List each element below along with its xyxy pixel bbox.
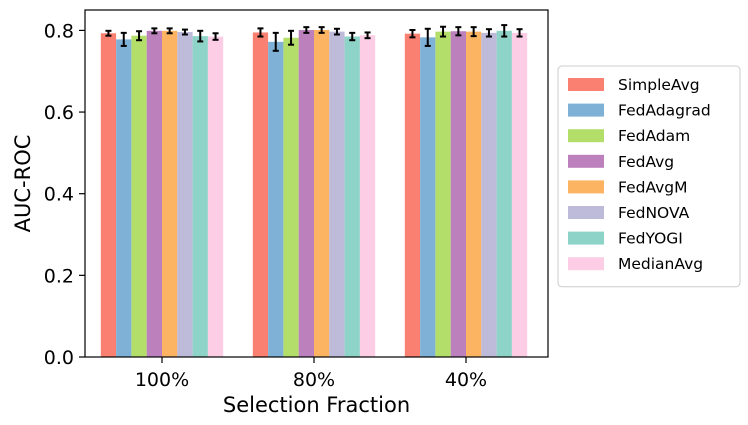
legend: SimpleAvg FedAdagrad FedAdam FedAvg FedAvgM F… bbox=[557, 65, 741, 288]
legend-label-fedadagrad: FedAdagrad bbox=[618, 102, 711, 120]
bar-fednova-2 bbox=[329, 31, 345, 357]
x-tick-label: 40% bbox=[445, 369, 487, 391]
legend-swatch-fedavg bbox=[568, 154, 604, 168]
bar-fedadagrad-2 bbox=[268, 41, 284, 358]
legend-label-fedyogi: FedYOGI bbox=[618, 230, 683, 248]
y-axis-label: AUC-ROC bbox=[11, 135, 35, 233]
bar-fednova-3 bbox=[481, 32, 497, 357]
x-tick-label: 80% bbox=[293, 369, 335, 391]
bar-fedyogi-3 bbox=[496, 30, 512, 357]
bar-medianavg-2 bbox=[359, 35, 376, 358]
legend-swatch-fednova bbox=[568, 206, 604, 219]
y-tick-label: 0.8 bbox=[44, 20, 74, 42]
bar-fedavg-1 bbox=[146, 30, 162, 357]
y-tick-label: 0.0 bbox=[44, 347, 74, 369]
legend-label-fednova: FedNOVA bbox=[618, 204, 690, 222]
bar-simpleavg-1 bbox=[100, 33, 117, 358]
bar-fedadam-1 bbox=[131, 35, 147, 358]
bar-simpleavg-2 bbox=[252, 32, 269, 357]
x-tick-label: 100% bbox=[135, 369, 189, 391]
bar-fedadagrad-1 bbox=[116, 39, 132, 357]
x-axis-label: Selection Fraction bbox=[223, 393, 410, 417]
bar-fednova-1 bbox=[177, 32, 193, 357]
legend-swatch-fedadagrad bbox=[568, 103, 604, 117]
bar-simpleavg-3 bbox=[404, 33, 421, 358]
y-tick-label: 0.4 bbox=[44, 184, 74, 206]
legend-swatch-fedadam bbox=[568, 129, 604, 143]
plot-frame bbox=[84, 9, 549, 358]
y-tick-label: 0.2 bbox=[44, 265, 74, 287]
legend-swatch-simpleavg bbox=[568, 78, 604, 91]
y-tick-label: 0.6 bbox=[44, 102, 74, 124]
legend-swatch-fedavgm bbox=[568, 180, 604, 194]
bar-fedadam-2 bbox=[283, 37, 299, 357]
bar-fedavg-3 bbox=[450, 31, 466, 357]
legend-label-fedavgm: FedAvgM bbox=[618, 178, 688, 196]
legend-frame bbox=[557, 65, 741, 288]
legend-swatch-fedyogi bbox=[568, 231, 604, 245]
bar-fedavgm-1 bbox=[162, 30, 178, 357]
bar-fedavg-2 bbox=[298, 30, 314, 357]
legend-label-fedavg: FedAvg bbox=[618, 153, 674, 171]
axes: 0.0 0.2 0.4 0.6 0.8 100% 80% 40% bbox=[44, 9, 549, 391]
legend-label-simpleavg: SimpleAvg bbox=[618, 76, 700, 94]
legend-label-medianavg: MedianAvg bbox=[618, 255, 703, 273]
bar-fedyogi-1 bbox=[192, 36, 208, 357]
bar-fedavgm-3 bbox=[466, 31, 482, 357]
bar-fedavgm-2 bbox=[314, 30, 330, 357]
bar-medianavg-3 bbox=[511, 32, 528, 357]
bar-fedadam-3 bbox=[435, 31, 451, 357]
legend-label-fedadam: FedAdam bbox=[618, 127, 690, 145]
bar-medianavg-1 bbox=[207, 36, 224, 358]
bar-fedyogi-2 bbox=[344, 36, 360, 358]
legend-swatch-medianavg bbox=[568, 257, 604, 271]
bar-fedadagrad-3 bbox=[420, 37, 436, 357]
plot-area bbox=[100, 24, 528, 358]
